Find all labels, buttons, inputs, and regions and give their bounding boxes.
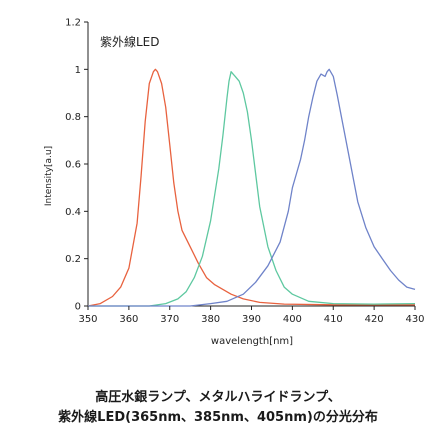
x-tick-label: 430 (405, 314, 424, 325)
series-line-1 (87, 68, 415, 307)
y-tick-label: 0.2 (65, 254, 81, 265)
y-tick-label: 1.2 (65, 18, 81, 29)
series-line-3 (88, 68, 416, 307)
x-tick-label: 410 (324, 314, 343, 325)
caption-line-1: 高圧水銀ランプ、メタルハライドランプ、 (95, 390, 341, 405)
caption-line-2: 紫外線LED(365nm、385nm、405nm)の分光分布 (58, 410, 378, 425)
y-tick-label: 0.6 (65, 160, 81, 171)
plot-axes (87, 22, 415, 307)
x-axis-label: wavelength[nm] (211, 336, 293, 347)
ticks-layer: 350 360 370 380 390 400 410 420 430 0 0.2 0.4 0.6 0.8… (65, 18, 424, 326)
y-tick-label: 1 (75, 65, 81, 76)
x-tick-label: 390 (242, 314, 261, 325)
x-tick-label: 350 (78, 314, 97, 325)
y-tick-label: 0.4 (65, 207, 81, 218)
x-tick-label: 380 (201, 314, 220, 325)
spectral-chart: 350 360 370 380 390 400 410 420 430 0 0.2 0.4 0.6 0.8… (44, 18, 425, 348)
y-axis-label: Intensity[a.u] (44, 146, 54, 206)
annotation-label: 紫外線LED (100, 34, 160, 49)
series-layer (87, 68, 416, 307)
y-tick-label: 0.8 (65, 112, 81, 123)
y-tick-label: 0 (75, 302, 81, 313)
x-tick-label: 420 (365, 314, 384, 325)
x-tick-label: 360 (119, 314, 138, 325)
x-tick-label: 370 (160, 314, 179, 325)
series-line-2 (88, 71, 416, 307)
x-tick-label: 400 (283, 314, 302, 325)
